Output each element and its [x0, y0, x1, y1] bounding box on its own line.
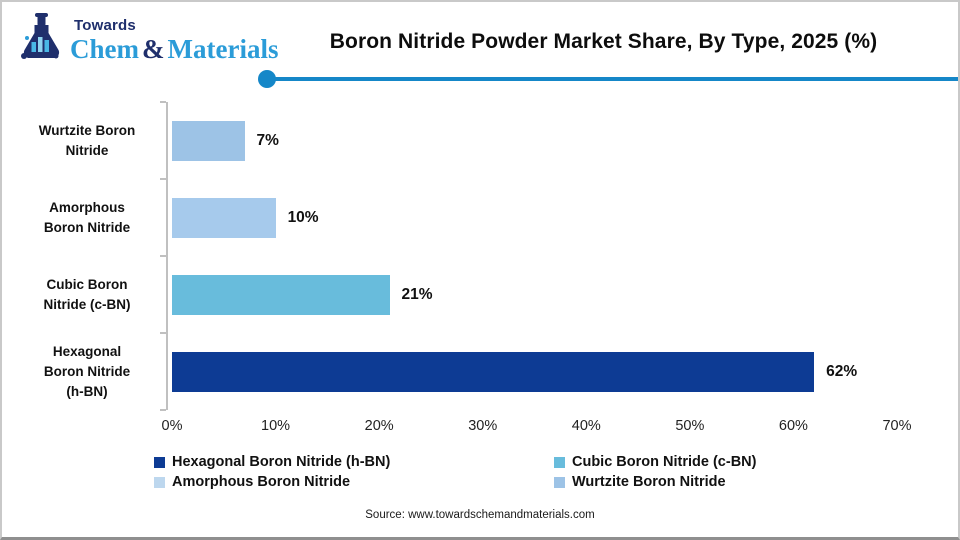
bar: [172, 351, 815, 392]
legend-item: Amorphous Boron Nitride: [154, 474, 554, 490]
divider-dot: [258, 70, 276, 88]
y-axis-tick: [160, 409, 166, 411]
legend-label: Hexagonal Boron Nitride (h-BN): [172, 454, 391, 470]
legend-swatch: [554, 456, 565, 468]
category-label: Hexagonal Boron Nitride (h-BN): [12, 333, 162, 410]
x-tick-label: 30%: [468, 418, 498, 434]
legend-swatch: [154, 476, 165, 488]
divider-line: [272, 77, 958, 81]
y-axis-line: [166, 102, 168, 410]
legend-item: Hexagonal Boron Nitride (h-BN): [154, 454, 554, 470]
legend-item: Cubic Boron Nitride (c-BN): [554, 454, 844, 470]
category-label: Cubic Boron Nitride (c-BN): [12, 256, 162, 333]
legend-swatch: [154, 456, 165, 468]
y-axis-tick: [160, 332, 166, 334]
legend-item: Wurtzite Boron Nitride: [554, 474, 844, 490]
category-label-line: Nitride: [65, 142, 109, 158]
bar: [172, 197, 276, 238]
source-note: Source: www.towardschemandmaterials.com: [365, 509, 595, 521]
legend-label: Cubic Boron Nitride (c-BN): [572, 454, 757, 470]
y-axis-tick: [160, 255, 166, 257]
brand-towards: Towards: [74, 17, 136, 34]
x-tick-label: 10%: [261, 418, 291, 434]
brand-chem: Chem: [70, 34, 139, 64]
category-label-line: Boron Nitride: [43, 363, 131, 379]
brand-text: Towards Chem & Materials: [70, 12, 278, 63]
brand-logo: Towards Chem & Materials: [18, 12, 278, 64]
y-axis-tick: [160, 178, 166, 180]
brand-chem-materials: Chem & Materials: [70, 36, 278, 63]
flask-icon: [21, 13, 60, 59]
y-axis-tick: [160, 101, 166, 103]
category-label-line: Nitride (c-BN): [43, 296, 131, 312]
value-label: 7%: [256, 131, 279, 149]
x-tick-label: 20%: [364, 418, 394, 434]
category-label: Amorphous Boron Nitride: [12, 179, 162, 256]
x-tick-label: 50%: [675, 418, 705, 434]
bar: [172, 274, 390, 315]
x-tick-label: 60%: [778, 418, 808, 434]
legend-label: Wurtzite Boron Nitride: [572, 474, 726, 490]
value-label: 62%: [826, 362, 858, 380]
category-label-line: Wurtzite Boron: [38, 122, 136, 138]
legend-label: Amorphous Boron Nitride: [172, 474, 351, 490]
category-label-line: Boron Nitride: [43, 219, 131, 235]
brand-ampersand: &: [142, 34, 165, 64]
category-label-line: (h-BN): [66, 383, 108, 399]
legend-swatch: [554, 476, 565, 488]
x-tick-label: 40%: [571, 418, 601, 434]
value-label: 21%: [401, 285, 433, 303]
bar: [172, 120, 245, 161]
category-label-line: Amorphous: [49, 199, 125, 215]
category-label-line: Cubic Boron: [46, 276, 128, 292]
page-title: Boron Nitride Powder Market Share, By Ty…: [329, 30, 878, 53]
category-label-line: Hexagonal: [52, 343, 122, 359]
category-label: Wurtzite Boron Nitride: [12, 102, 162, 179]
brand-materials: Materials: [167, 34, 279, 64]
x-tick-label: 70%: [882, 418, 912, 434]
value-label: 10%: [287, 208, 319, 226]
chart-legend: Hexagonal Boron Nitride (h-BN) Cubic Boro…: [154, 454, 844, 490]
x-tick-label: 0%: [161, 418, 183, 434]
